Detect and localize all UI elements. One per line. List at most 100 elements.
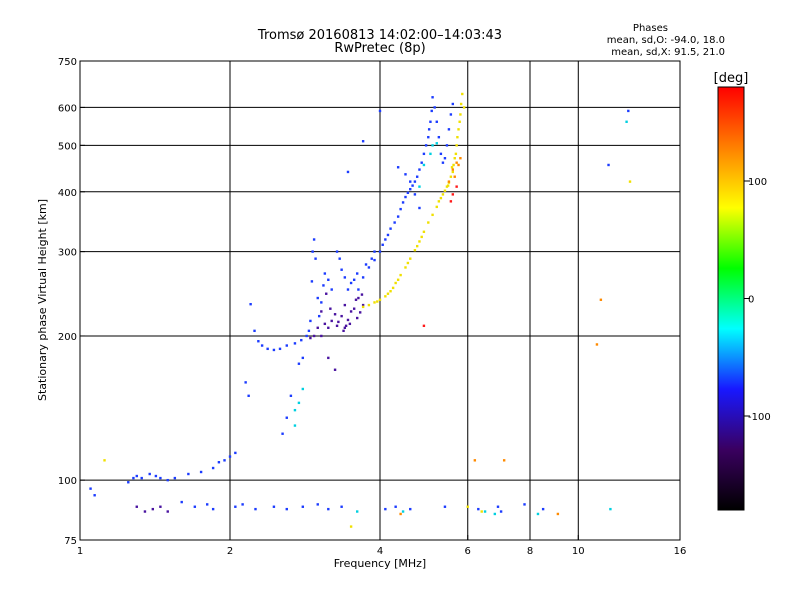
echo-point (357, 296, 360, 300)
echo-point (541, 507, 545, 511)
echo-point (316, 296, 319, 300)
echo-point (415, 244, 419, 248)
echo-point (411, 184, 414, 187)
echo-point (323, 272, 327, 275)
echo-point (223, 459, 226, 462)
echo-point (420, 235, 423, 239)
echo-point (473, 459, 477, 462)
echo-point (556, 512, 560, 516)
echo-point (211, 507, 215, 511)
echo-point (135, 505, 138, 508)
echo-point (293, 408, 297, 412)
echo-point (333, 313, 337, 316)
echo-points (89, 92, 632, 528)
echo-point (449, 113, 453, 116)
echo-point (325, 292, 328, 295)
echo-point (89, 487, 92, 490)
echo-point (289, 394, 293, 398)
echo-point (404, 195, 407, 199)
echo-point (349, 525, 353, 528)
echo-point (378, 250, 382, 253)
echo-point (361, 303, 365, 307)
echo-point (293, 424, 297, 427)
echo-point (367, 303, 371, 307)
echo-point (461, 92, 464, 96)
echo-point (337, 320, 340, 324)
echo-point (93, 494, 96, 497)
colorbar-unit: [deg] (714, 71, 749, 86)
echo-point (399, 512, 402, 516)
echo-point (480, 510, 483, 513)
echo-point (266, 347, 269, 351)
echo-point (327, 278, 330, 281)
echo-point (627, 109, 630, 113)
echo-point (132, 476, 135, 480)
echo-point (307, 329, 311, 333)
echo-point (445, 144, 449, 147)
echo-point (349, 281, 353, 285)
echo-point (413, 249, 417, 252)
echo-point (260, 344, 264, 347)
echo-point (609, 507, 612, 511)
echo-point (451, 170, 455, 174)
colorbar-ticks: 100 0 -100 (744, 177, 771, 423)
phases-heading: Phases (633, 23, 668, 34)
echo-point (393, 221, 396, 224)
echo-point (346, 318, 350, 322)
echo-point (253, 329, 256, 333)
echo-point (285, 344, 288, 347)
echo-point (523, 503, 526, 506)
echo-point (211, 466, 215, 470)
echo-point (422, 230, 426, 233)
chart-title: Tromsø 20160813 14:02:00–14:03:43 (257, 28, 502, 43)
echo-point (346, 170, 350, 174)
echo-point (413, 193, 417, 196)
echo-point (462, 106, 466, 109)
echo-point (384, 295, 387, 298)
echo-point (285, 416, 288, 419)
echo-point (241, 503, 244, 506)
echo-point (418, 206, 421, 210)
echo-point (355, 272, 359, 275)
echo-point (459, 157, 462, 160)
echo-point (459, 113, 462, 116)
echo-point (396, 166, 400, 169)
echo-point (300, 338, 303, 342)
echo-point (451, 168, 455, 171)
echo-point (389, 227, 392, 230)
echo-point (127, 481, 130, 484)
echo-point (420, 161, 423, 164)
echo-point (348, 322, 352, 326)
echo-point (394, 281, 397, 285)
echo-point (455, 144, 458, 147)
echo-point (309, 319, 312, 323)
y-axis-ticks: 75 100 200 300 400 500 600 750 (58, 57, 85, 547)
echo-point (458, 120, 461, 123)
echo-point (599, 298, 603, 301)
echo-point (329, 307, 332, 310)
x-axis-ticks: 1 2 4 6 8 10 16 (77, 535, 686, 557)
echo-point (249, 302, 252, 306)
echo-point (443, 505, 447, 508)
echo-point (536, 512, 540, 516)
echo-point (431, 144, 434, 147)
echo-point (429, 120, 432, 123)
echo-point (320, 310, 323, 313)
echo-point (343, 326, 347, 330)
y-tick-label: 500 (58, 141, 77, 152)
echo-point (317, 314, 321, 318)
echo-point (140, 476, 143, 480)
echo-point (314, 257, 317, 260)
echo-point (396, 215, 400, 218)
echo-point (427, 135, 430, 139)
echo-point (278, 347, 282, 351)
echo-point (441, 193, 445, 196)
echo-point (439, 196, 443, 200)
echo-point (354, 298, 358, 301)
echo-point (335, 324, 339, 328)
echo-point (456, 135, 459, 139)
echo-point (309, 336, 312, 340)
echo-point (455, 161, 458, 164)
echo-point (305, 334, 308, 338)
echo-point (451, 193, 455, 196)
